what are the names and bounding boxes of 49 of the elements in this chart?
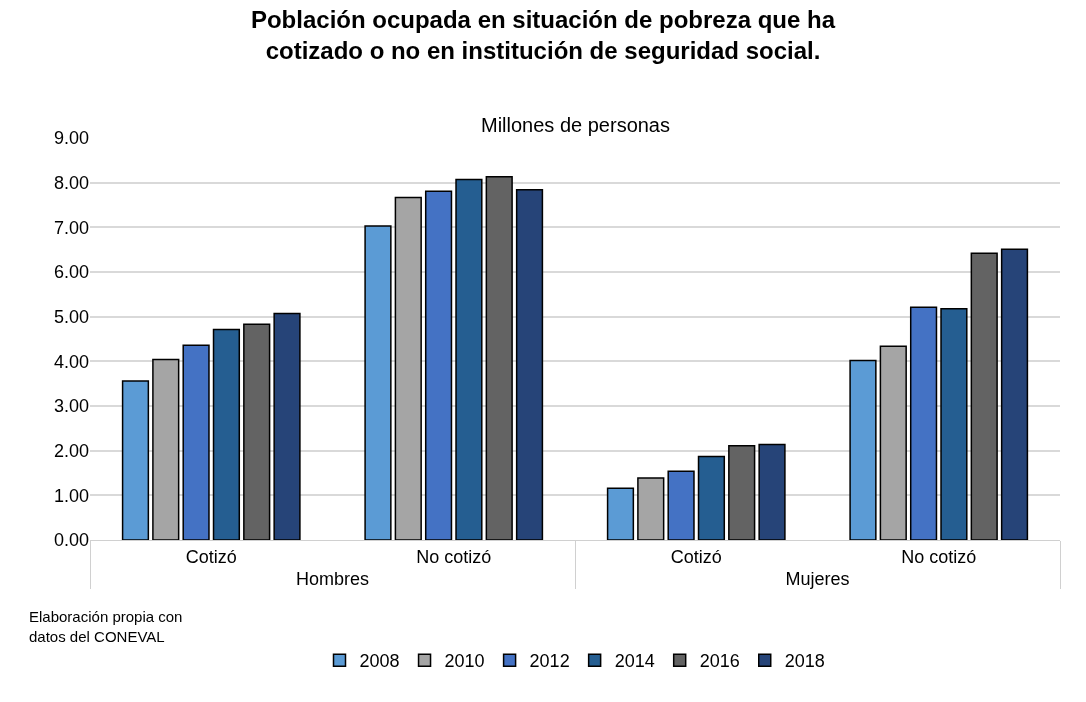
bar (909, 306, 938, 540)
bar (455, 178, 483, 540)
y-tick-label: 5.00 (53, 306, 89, 327)
bar (1000, 248, 1029, 540)
y-tick-label: 9.00 (53, 128, 89, 149)
y-tick-label: 8.00 (53, 172, 89, 193)
bar (212, 328, 241, 540)
bar (515, 189, 544, 540)
chart-title: Población ocupada en situación de pobreza que ha cotizado o no en institución de seguridad social. (250, 6, 836, 65)
y-tick-label: 1.00 (53, 485, 89, 506)
y-tick-label: 4.00 (53, 351, 89, 372)
bar (485, 176, 513, 540)
chart-subtitle: Millones de personas (481, 114, 670, 136)
bar (606, 487, 635, 540)
bar (728, 445, 756, 540)
bar (152, 358, 180, 540)
y-tick-label: 3.00 (53, 396, 89, 417)
bar (273, 312, 301, 540)
x-tick-label: No cotizó (901, 546, 977, 567)
bar (394, 196, 422, 540)
bar (667, 470, 695, 540)
bar (637, 477, 665, 540)
y-tick-label: 7.00 (53, 217, 89, 238)
text: Mujeres (785, 568, 850, 589)
bar (758, 443, 786, 540)
bar (697, 455, 726, 540)
bar (243, 323, 271, 540)
text: Hombres (295, 568, 370, 589)
bar (879, 345, 907, 540)
y-tick-label: 0.00 (53, 530, 89, 551)
legend-label: 2016 (699, 651, 740, 672)
text: Elaboración propia con datos del CONEVAL (29, 608, 183, 645)
bar (849, 359, 877, 540)
bar (182, 344, 210, 540)
legend-label: 2008 (359, 651, 400, 672)
bar (121, 380, 150, 540)
x-tick-label: No cotizó (416, 546, 492, 567)
legend-label: 2012 (529, 651, 570, 672)
legend-label: 2018 (784, 651, 825, 672)
bar (424, 190, 453, 540)
y-tick-label: 6.00 (53, 262, 89, 283)
bar (940, 307, 968, 540)
legend-label: 2014 (614, 651, 655, 672)
legend-label: 2010 (444, 651, 485, 672)
x-tick-label: Cotizó (185, 546, 237, 567)
y-tick-label: 2.00 (53, 440, 89, 461)
bar (970, 252, 998, 540)
x-tick-label: Cotizó (670, 546, 722, 567)
bar (364, 225, 392, 540)
